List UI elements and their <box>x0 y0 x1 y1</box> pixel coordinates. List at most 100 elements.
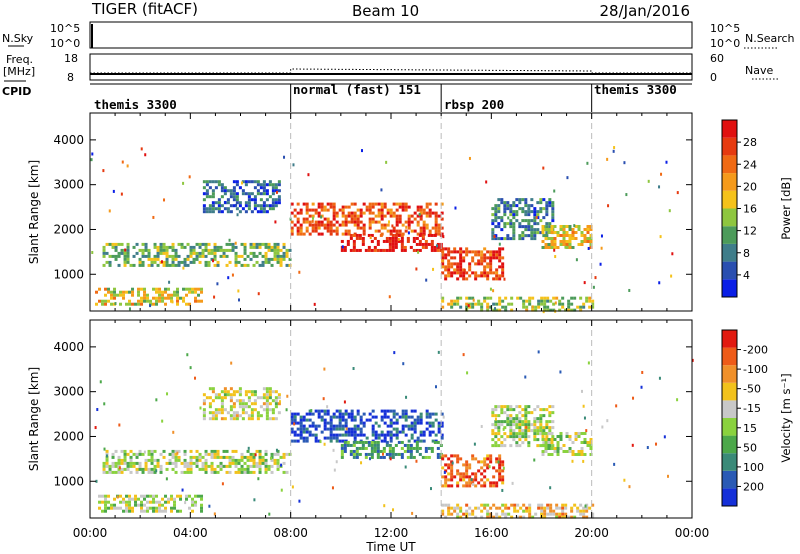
data-cell <box>213 467 217 471</box>
data-cell <box>434 226 438 230</box>
data-cell <box>456 469 460 473</box>
data-cell <box>213 455 217 459</box>
data-cell <box>335 229 339 233</box>
data-cell <box>553 236 557 240</box>
data-cell <box>231 455 235 459</box>
data-cell <box>208 387 212 391</box>
data-cell <box>299 208 303 212</box>
data-cell <box>442 235 445 239</box>
data-cell <box>494 219 498 223</box>
data-cell <box>527 405 531 409</box>
data-cell <box>317 220 321 224</box>
data-cell <box>353 211 357 215</box>
data-cell <box>521 231 525 235</box>
data-cell <box>213 251 217 255</box>
data-cell <box>480 503 484 507</box>
data-cell <box>527 207 531 211</box>
data-cell <box>503 225 507 229</box>
data-cell <box>166 392 169 396</box>
data-cell <box>271 186 275 190</box>
data-cell <box>253 399 257 403</box>
data-cell <box>262 204 266 208</box>
data-cell <box>180 245 184 249</box>
data-cell <box>189 366 192 370</box>
data-cell <box>198 254 202 258</box>
data-cell <box>207 464 211 468</box>
data-cell <box>515 417 519 421</box>
data-cell <box>101 299 105 303</box>
data-cell <box>495 469 499 473</box>
data-cell <box>367 440 371 444</box>
data-cell <box>480 460 484 464</box>
data-cell <box>164 509 168 513</box>
data-cell <box>183 263 187 267</box>
data-cell <box>456 515 460 519</box>
data-cell <box>468 305 472 309</box>
data-cell <box>144 245 148 249</box>
data-cell <box>559 446 563 450</box>
data-cell <box>504 305 508 309</box>
data-cell <box>129 455 133 459</box>
data-cell <box>277 393 281 397</box>
data-cell <box>226 198 230 202</box>
data-cell <box>105 464 109 468</box>
data-cell <box>447 472 451 476</box>
data-cell <box>431 226 435 230</box>
data-cell <box>558 506 562 510</box>
data-cell <box>264 461 268 465</box>
data-cell <box>492 308 496 312</box>
data-cell <box>343 248 347 252</box>
data-cell <box>497 216 501 220</box>
data-cell <box>341 245 344 249</box>
data-cell <box>465 472 469 476</box>
data-cell <box>241 180 245 184</box>
data-cell <box>468 481 472 485</box>
data-cell <box>459 274 463 278</box>
data-cell <box>545 420 549 424</box>
data-cell <box>247 405 251 409</box>
data-cell <box>494 426 498 430</box>
data-cell <box>314 208 318 212</box>
data-cell <box>515 426 519 430</box>
data-cell <box>323 208 327 212</box>
data-cell <box>131 287 135 291</box>
data-cell <box>480 271 484 275</box>
data-cell <box>276 458 280 462</box>
data-cell <box>509 210 513 214</box>
data-cell <box>268 396 272 400</box>
data-cell <box>533 222 537 226</box>
data-cell <box>370 248 374 252</box>
data-cell <box>521 225 525 229</box>
data-cell <box>373 248 377 252</box>
data-cell <box>571 459 574 463</box>
data-cell <box>415 443 419 447</box>
data-cell <box>530 234 534 238</box>
data-cell <box>244 204 248 208</box>
data-cell <box>119 500 123 504</box>
data-cell <box>524 210 528 214</box>
data-cell <box>525 305 529 309</box>
data-cell <box>243 257 247 261</box>
data-cell <box>447 506 451 510</box>
data-cell <box>419 430 423 434</box>
data-cell <box>269 456 272 460</box>
data-cell <box>252 452 256 456</box>
data-cell <box>556 434 560 438</box>
data-cell <box>380 205 384 209</box>
data-cell <box>185 497 189 501</box>
data-cell <box>524 420 528 424</box>
data-cell <box>162 245 166 249</box>
data-cell <box>539 426 543 430</box>
data-cell <box>568 434 572 438</box>
data-cell <box>480 466 484 470</box>
data-cell <box>149 494 153 498</box>
data-cell <box>358 236 362 240</box>
data-cell <box>214 393 218 397</box>
data-cell <box>671 252 674 256</box>
data-cell <box>533 207 537 211</box>
data-cell <box>128 290 132 294</box>
data-cell <box>471 457 475 461</box>
nsky-strip <box>89 21 693 49</box>
data-cell <box>326 202 330 206</box>
